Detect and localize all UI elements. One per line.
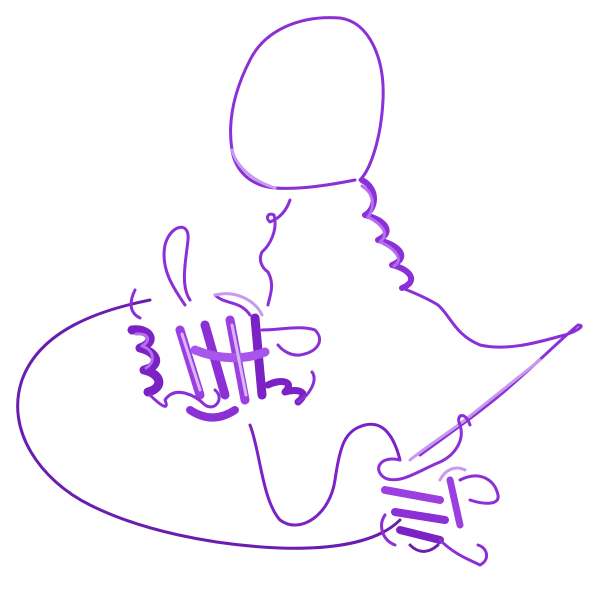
coil-right-light: [408, 358, 542, 462]
coil-helix-to-right: [400, 286, 583, 457]
top-coil-loop-light: [230, 148, 277, 190]
left-globular-domain: [127, 226, 321, 422]
alpha-helix: [359, 177, 415, 291]
top-coil-loop: [229, 16, 385, 190]
long-coil-loop-left: [16, 298, 402, 550]
coil-small-hook: [258, 198, 292, 307]
lower-right-domain: [377, 414, 500, 567]
coil-left-to-lower-domain: [248, 422, 402, 527]
